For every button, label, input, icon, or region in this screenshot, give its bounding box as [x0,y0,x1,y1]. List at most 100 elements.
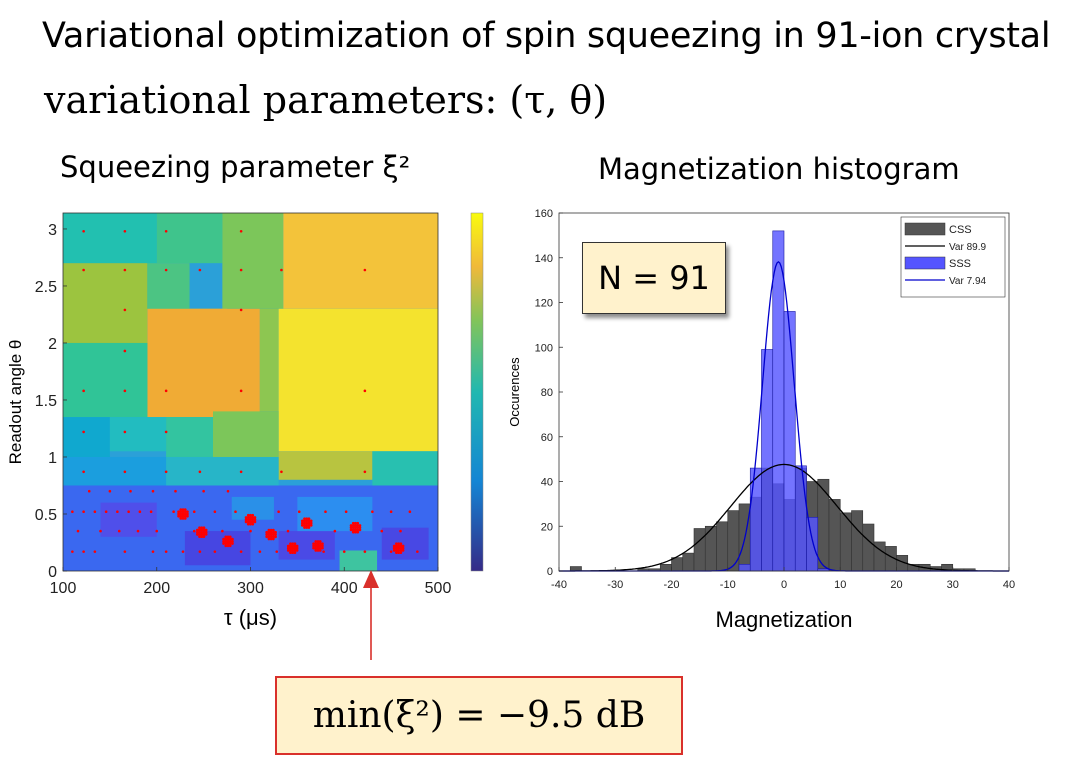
y-tick-label: 20 [541,521,553,533]
sample-point [127,510,130,514]
sample-point [351,521,355,525]
heatmap-colorbar [470,212,484,572]
sample-point [195,533,199,536]
heatmap-region [147,308,260,418]
sample-point [286,544,290,548]
ion-count-box: N = 91 [582,242,726,314]
min-squeezing-value: min(ξ²) = −9.5 dB [312,695,646,736]
sample-point [291,542,295,546]
heatmap-region [283,213,438,309]
sample-point [397,544,401,548]
sample-point [286,529,290,533]
sample-point [267,530,271,534]
sample-point [401,548,405,552]
x-tick-label: 400 [331,580,358,597]
sample-point [228,535,232,539]
sample-point [351,526,355,530]
sample-point [312,546,315,550]
sample-point [309,521,313,525]
sample-point [318,548,322,552]
sample-point [303,521,306,525]
heatmap-region [109,417,167,452]
sample-point [226,542,230,545]
sample-point [314,548,318,552]
sample-point [239,389,243,393]
sample-point [291,548,295,552]
sample-point [395,542,398,546]
sample-point [389,550,393,553]
x-tick-label: 30 [947,579,959,591]
sample-point [198,530,201,534]
sample-point [202,535,206,539]
sample-point [354,524,357,527]
sample-point [71,510,74,514]
sample-point [395,544,398,548]
sample-point [286,546,290,550]
sample-point [116,510,119,514]
sample-point [104,510,108,514]
sample-point [251,518,255,522]
sample-point [181,512,185,516]
sample-point [226,537,230,541]
sample-point [87,489,91,493]
sample-point [289,546,292,550]
css-bar [671,557,684,572]
heatmap-region [63,417,110,457]
sample-point [149,510,153,514]
sample-point [183,514,187,518]
sample-point [192,510,196,514]
sample-point [295,544,299,548]
x-tick-label: 500 [425,580,452,597]
sample-point [226,489,230,493]
sample-point [221,529,224,533]
sss-bar [772,230,785,572]
sample-point [82,430,85,434]
y-tick-label: 40 [541,477,553,489]
sample-point [99,529,102,533]
sample-point [392,544,396,548]
css-bar [693,528,706,572]
sample-point [239,550,243,553]
sample-point [246,520,250,524]
sample-point [274,533,277,536]
ion-count-label: N = 91 [598,259,710,297]
sample-point [164,389,168,393]
sss-bar [783,311,796,572]
sample-point [265,535,269,539]
sample-point [416,550,419,553]
sample-point [183,512,187,516]
legend-swatch [904,256,946,270]
sample-point [399,551,403,554]
sample-point [174,489,177,493]
css-bar [828,499,841,572]
x-tick-label: 200 [143,580,170,597]
sample-point [318,540,322,543]
sample-point [186,512,189,516]
sample-point [269,533,273,536]
sample-point [249,516,252,519]
heatmap-x-axis-label: τ (μs) [224,605,277,630]
sample-point [303,519,306,523]
sample-point [200,528,204,532]
sample-point [349,528,353,532]
sample-point [123,430,127,434]
sample-point [408,510,412,514]
histogram-legend: CSS Var 89.9 SSS Var 7.94 [900,216,1006,298]
heatmap-region [381,527,429,560]
sample-point [389,510,393,514]
sample-point [271,528,275,532]
sample-point [289,542,292,546]
sample-point [321,544,324,548]
y-tick-label: 0 [547,566,553,578]
css-bar [682,552,695,572]
heatmap-region [63,342,148,418]
sample-point [354,526,357,530]
x-tick-label: 20 [890,579,902,591]
heatmap-region [166,417,213,457]
sample-point [151,489,155,493]
heatmap-region [63,213,157,264]
sample-point [246,516,250,519]
sample-point [397,542,401,546]
sample-point [179,516,183,520]
sample-point [186,514,189,518]
